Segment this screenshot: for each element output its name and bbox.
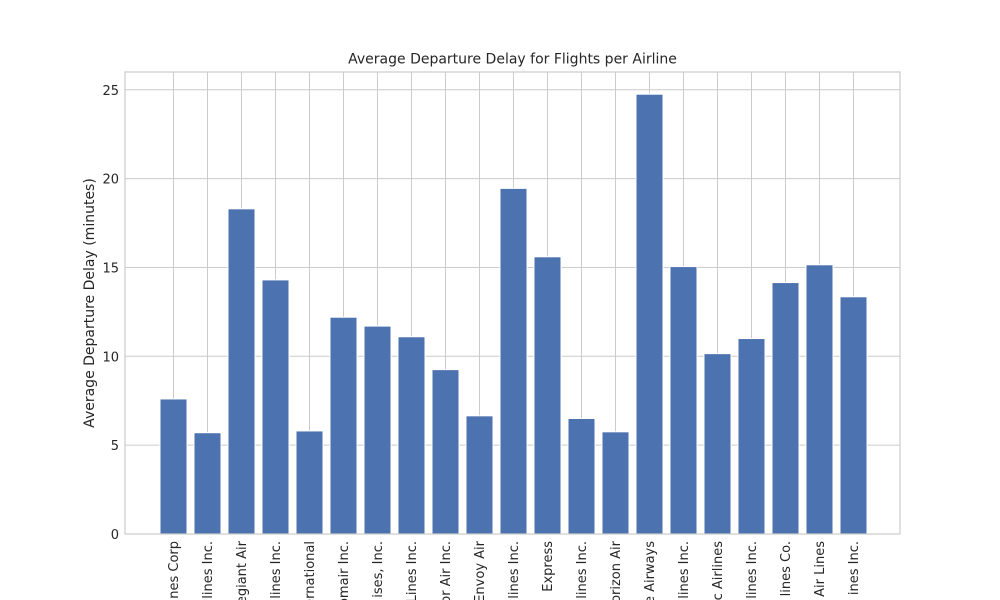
y-tick-label: 15 [102,261,119,276]
bar [159,398,188,535]
bar [601,431,630,535]
bar [839,296,868,535]
x-tick-label: Air Lines [813,541,828,597]
bar [567,418,596,535]
x-tick-label: Envoy Air [473,540,488,600]
y-tick-label: 10 [102,350,119,365]
bar [499,187,528,535]
x-tick-label: lines Inc. [677,541,692,599]
y-axis-label: Average Departure Delay (minutes) [82,178,98,428]
y-axis-ticks: 0 5 10 15 20 25 [102,84,119,543]
plot-frame [124,71,901,535]
x-tick-label: lines Co. [779,541,794,596]
bar [703,353,732,535]
x-tick-label: lines Inc. [575,541,590,599]
x-tick-label: ines Inc. [847,541,862,595]
bar [363,325,392,535]
bar [669,266,698,535]
x-tick-label: Lines Inc. [405,541,420,600]
y-tick-label: 5 [111,439,119,454]
x-tick-label: ises, Inc. [371,541,386,598]
bar [295,430,324,535]
bar [261,279,290,535]
x-tick-label: lines Inc. [745,541,760,599]
bar [737,338,766,535]
x-tick-label: omair Inc. [337,541,352,600]
bar [397,336,426,535]
x-tick-label: or Air Inc. [439,541,454,600]
chart-title: Average Departure Delay for Flights per … [348,52,677,68]
bar [805,264,834,535]
x-tick-label: lines Inc. [507,541,522,599]
x-tick-label: e Airways [643,541,658,600]
bar [431,369,460,535]
x-tick-label: lines Inc. [269,541,284,599]
bar [533,256,562,535]
x-tick-label: nes Corp [167,541,182,599]
bar [771,282,800,535]
bar [465,415,494,535]
bar [635,93,664,535]
x-axis-ticks: nes Corp lines Inc. egiant Air lines Inc. er… [167,540,862,600]
x-tick-label: orizon Air [609,540,624,600]
bar [227,208,256,535]
x-tick-label: lines Inc. [201,541,216,599]
y-tick-label: 0 [111,528,119,543]
y-tick-label: 20 [102,173,119,188]
bar [193,432,222,535]
y-tick-label: 25 [102,84,119,99]
x-tick-label: Express [541,541,556,592]
x-tick-label: egiant Air [235,540,250,600]
x-tick-label: ernational [303,541,318,600]
bar [329,316,358,535]
x-tick-label: c Airlines [711,541,726,600]
